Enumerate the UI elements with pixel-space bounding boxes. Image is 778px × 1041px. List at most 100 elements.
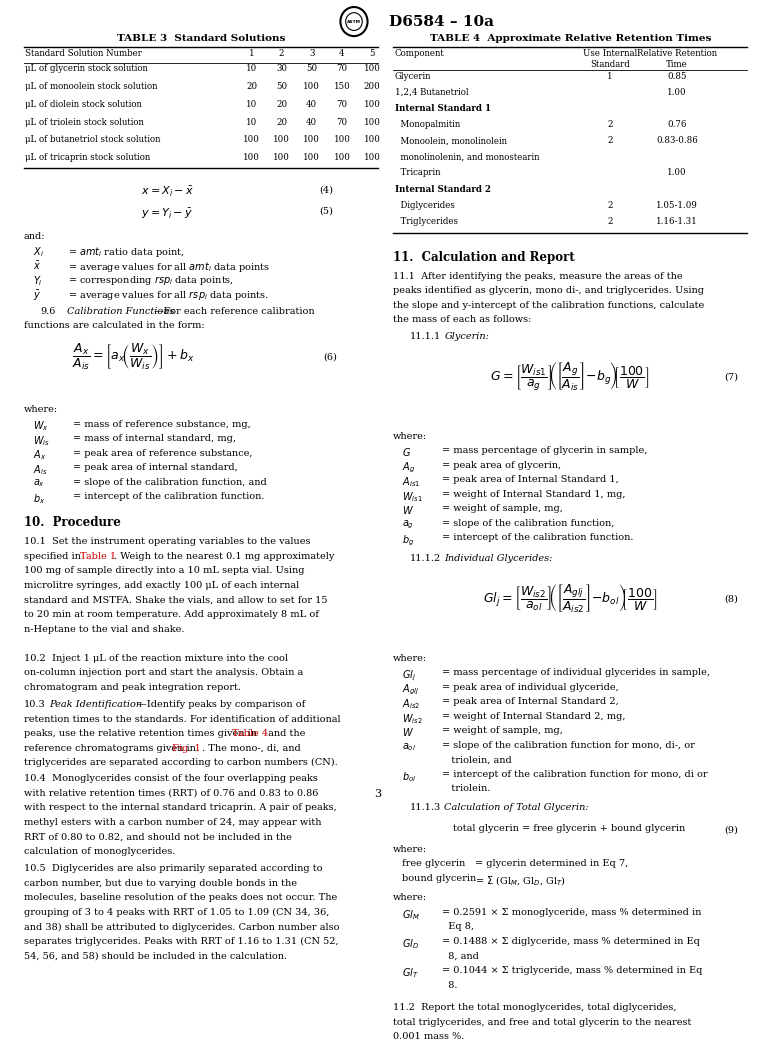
- Text: $a_{ol}$: $a_{ol}$: [402, 741, 416, 753]
- Text: where:: where:: [393, 893, 427, 903]
- Text: $Gl_j$: $Gl_j$: [402, 668, 416, 683]
- Text: standard and MSTFA. Shake the vials, and allow to set for 15: standard and MSTFA. Shake the vials, and…: [24, 595, 328, 605]
- Text: ASTM: ASTM: [347, 20, 361, 24]
- Text: the slope and y-intercept of the calibration functions, calculate: the slope and y-intercept of the calibra…: [393, 301, 704, 310]
- Text: $A_{is2}$: $A_{is2}$: [402, 697, 420, 711]
- Text: 50: 50: [276, 82, 287, 92]
- Text: = weight of Internal Standard 1, mg,: = weight of Internal Standard 1, mg,: [442, 489, 626, 499]
- Text: 10.1  Set the instrument operating variables to the values: 10.1 Set the instrument operating variab…: [24, 537, 310, 547]
- Text: and:: and:: [24, 232, 45, 242]
- Text: μL of butanetriol stock solution: μL of butanetriol stock solution: [26, 135, 161, 145]
- Text: 4: 4: [339, 49, 345, 58]
- Text: total glycerin = free glycerin + bound glycerin: total glycerin = free glycerin + bound g…: [454, 823, 685, 833]
- Text: 1: 1: [608, 72, 613, 80]
- Text: Glycerin: Glycerin: [394, 72, 431, 80]
- Text: specified in: specified in: [24, 552, 84, 561]
- Text: 54, 56, and 58) should be included in the calculation.: 54, 56, and 58) should be included in th…: [24, 951, 287, 961]
- Text: 100: 100: [363, 135, 380, 145]
- Text: 1.00: 1.00: [668, 87, 687, 97]
- Text: (9): (9): [724, 826, 738, 835]
- Text: 10.  Procedure: 10. Procedure: [24, 516, 121, 530]
- Text: 2: 2: [608, 217, 613, 226]
- Text: 11.1  After identifying the peaks, measure the areas of the: 11.1 After identifying the peaks, measur…: [393, 272, 683, 281]
- Text: Standard: Standard: [591, 59, 630, 69]
- Text: Standard Solution Number: Standard Solution Number: [26, 49, 142, 58]
- Text: = weight of Internal Standard 2, mg,: = weight of Internal Standard 2, mg,: [442, 712, 626, 720]
- Text: 40: 40: [307, 118, 317, 127]
- Text: and the: and the: [265, 729, 306, 738]
- Text: Eq 8,: Eq 8,: [442, 922, 474, 932]
- Text: RRT of 0.80 to 0.82, and should not be included in the: RRT of 0.80 to 0.82, and should not be i…: [24, 833, 292, 841]
- Text: to 20 min at room temperature. Add approximately 8 mL of: to 20 min at room temperature. Add appro…: [24, 610, 319, 619]
- Text: = mass of reference substance, mg,: = mass of reference substance, mg,: [73, 420, 251, 429]
- Text: Table 1: Table 1: [79, 552, 116, 561]
- Text: 11.1.1: 11.1.1: [410, 332, 441, 341]
- Text: Peak Identification: Peak Identification: [49, 701, 142, 709]
- Text: triglycerides are separated according to carbon numbers (CN).: triglycerides are separated according to…: [24, 758, 338, 767]
- Text: $\bar{y}$: $\bar{y}$: [33, 288, 41, 303]
- Text: . The mono-, di, and: . The mono-, di, and: [202, 743, 300, 753]
- Text: 11.  Calculation and Report: 11. Calculation and Report: [393, 251, 575, 263]
- Text: 40: 40: [307, 100, 317, 109]
- Text: 11.2  Report the total monoglycerides, total diglycerides,: 11.2 Report the total monoglycerides, to…: [393, 1004, 677, 1012]
- Text: where:: where:: [393, 845, 427, 854]
- Text: TABLE 3  Standard Solutions: TABLE 3 Standard Solutions: [117, 34, 286, 44]
- Text: peaks identified as glycerin, mono di-, and triglycerides. Using: peaks identified as glycerin, mono di-, …: [393, 286, 704, 296]
- Text: free glycerin: free glycerin: [402, 860, 465, 868]
- Text: $a_x$: $a_x$: [33, 478, 45, 489]
- Text: μL of monoolein stock solution: μL of monoolein stock solution: [26, 82, 158, 92]
- Text: 100: 100: [303, 135, 321, 145]
- Text: 10: 10: [246, 118, 258, 127]
- Text: the mass of each as follows:: the mass of each as follows:: [393, 315, 531, 325]
- Text: $X_i$: $X_i$: [33, 246, 44, 259]
- Text: 20: 20: [246, 82, 257, 92]
- Text: $W_{is1}$: $W_{is1}$: [402, 489, 423, 504]
- Text: Component: Component: [394, 49, 444, 58]
- Text: 70: 70: [336, 65, 348, 73]
- Text: = 0.2591 × Σ monoglyceride, mass % determined in: = 0.2591 × Σ monoglyceride, mass % deter…: [442, 908, 702, 917]
- Text: $G = \left[\dfrac{W_{is1}}{a_g}\right]\!\!\left(\left[\dfrac{A_g}{A_{is}}\right]: $G = \left[\dfrac{W_{is1}}{a_g}\right]\!…: [490, 360, 650, 392]
- Text: carbon number, but due to varying double bonds in the: carbon number, but due to varying double…: [24, 879, 297, 888]
- Text: $W$: $W$: [402, 727, 414, 738]
- Text: 150: 150: [334, 82, 350, 92]
- Text: $W$: $W$: [402, 504, 414, 516]
- Text: 3: 3: [374, 789, 382, 798]
- Text: = glycerin determined in Eq 7,: = glycerin determined in Eq 7,: [475, 860, 628, 868]
- Text: 100: 100: [363, 65, 380, 73]
- Text: Diglycerides: Diglycerides: [394, 201, 454, 210]
- Text: = peak area of glycerin,: = peak area of glycerin,: [442, 461, 561, 469]
- Text: 8.: 8.: [442, 981, 457, 990]
- Text: $Gl_M$: $Gl_M$: [402, 908, 420, 921]
- Text: Table 4: Table 4: [232, 729, 268, 738]
- Text: $A_g$: $A_g$: [402, 461, 415, 475]
- Text: 10: 10: [246, 65, 258, 73]
- Text: Time: Time: [666, 59, 688, 69]
- Text: = 0.1044 × Σ triglyceride, mass % determined in Eq: = 0.1044 × Σ triglyceride, mass % determ…: [442, 966, 703, 975]
- Text: 70: 70: [336, 100, 348, 109]
- Text: 11.1.2: 11.1.2: [410, 554, 441, 563]
- Text: and 38) shall be attributed to diglycerides. Carbon number also: and 38) shall be attributed to diglyceri…: [24, 922, 339, 932]
- Text: bound glycerin: bound glycerin: [402, 874, 476, 883]
- Text: 2: 2: [608, 136, 613, 145]
- Text: 100: 100: [363, 153, 380, 162]
- Text: μL of tricaprin stock solution: μL of tricaprin stock solution: [26, 153, 151, 162]
- Text: 11.1.3: 11.1.3: [410, 803, 441, 812]
- Text: $\bar{x}$: $\bar{x}$: [33, 259, 41, 272]
- Text: (7): (7): [724, 373, 738, 381]
- Text: 10.2  Inject 1 μL of the reaction mixture into the cool: 10.2 Inject 1 μL of the reaction mixture…: [24, 654, 288, 662]
- Text: = $\Sigma$ (Gl$_M$, Gl$_D$, Gl$_T$): = $\Sigma$ (Gl$_M$, Gl$_D$, Gl$_T$): [475, 874, 566, 888]
- Text: 3: 3: [309, 49, 314, 58]
- Text: Monopalmitin: Monopalmitin: [394, 120, 460, 129]
- Text: with relative retention times (RRT) of 0.76 and 0.83 to 0.86: with relative retention times (RRT) of 0…: [24, 789, 318, 797]
- Text: 70: 70: [336, 118, 348, 127]
- Text: Calculation of Total Glycerin:: Calculation of Total Glycerin:: [444, 803, 589, 812]
- Text: = slope of the calibration function, and: = slope of the calibration function, and: [73, 478, 267, 486]
- Text: $W_{is}$: $W_{is}$: [33, 434, 50, 448]
- Text: 200: 200: [363, 82, 380, 92]
- Text: 100: 100: [303, 82, 321, 92]
- Text: Calibration Functions: Calibration Functions: [67, 306, 174, 315]
- Text: 8, and: 8, and: [442, 951, 479, 961]
- Text: 0.83-0.86: 0.83-0.86: [657, 136, 698, 145]
- Text: = peak area of internal standard,: = peak area of internal standard,: [73, 463, 238, 473]
- Text: = slope of the calibration function for mono, di-, or: = slope of the calibration function for …: [442, 741, 695, 750]
